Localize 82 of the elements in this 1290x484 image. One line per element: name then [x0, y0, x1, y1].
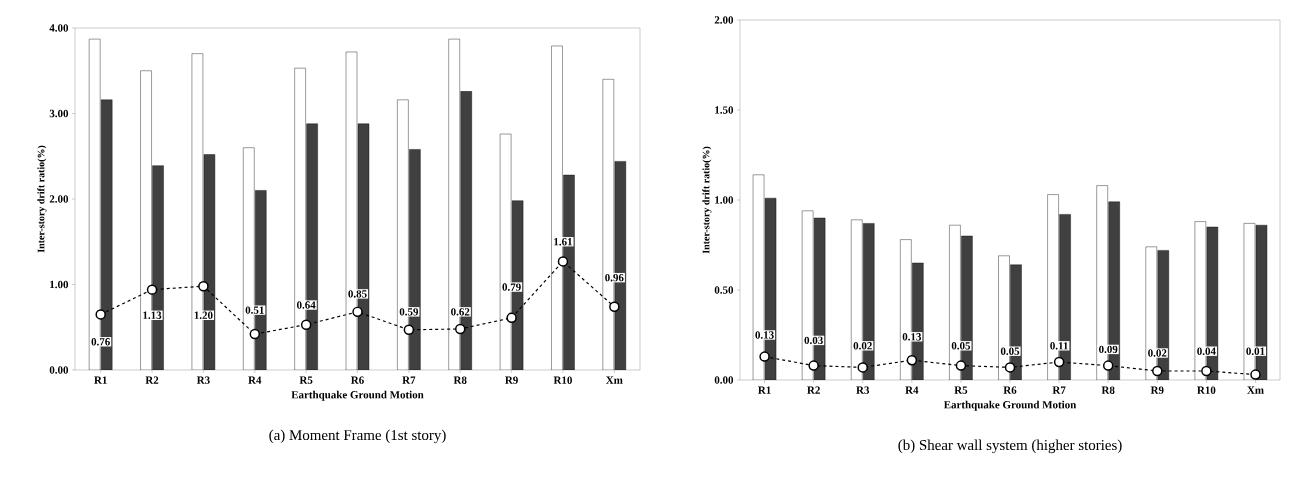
annotation: 0.76 — [91, 338, 110, 346]
y-tick-label: 1.00 — [715, 196, 734, 204]
y-tick-label: 2.00 — [714, 16, 734, 24]
annotation: 0.64 — [296, 301, 316, 309]
annotation: 0.13 — [755, 331, 774, 339]
point — [759, 351, 770, 362]
x-axis-title: Earthquake Ground Motion — [291, 390, 424, 401]
annotation: 0.11 — [1050, 342, 1068, 350]
x-tick-label: R1 — [758, 386, 771, 394]
point — [609, 301, 620, 312]
y-tick-label: 4.00 — [49, 24, 69, 32]
point — [403, 324, 415, 336]
annotation: 1.20 — [194, 311, 213, 319]
x-tick-label: R9 — [1150, 386, 1164, 394]
annotation: 0.59 — [399, 308, 419, 316]
annotation: 1.61 — [554, 238, 572, 246]
x-tick-label: R8 — [1101, 386, 1115, 394]
annotation: 0.51 — [245, 306, 264, 314]
x-tick-label: R2 — [145, 376, 159, 384]
point — [249, 328, 261, 340]
annotation: 0.13 — [902, 333, 922, 341]
annotation: 0.03 — [804, 336, 823, 345]
annotation: 0.01 — [1246, 347, 1265, 355]
y-tick-label: 1.00 — [50, 280, 69, 289]
annotation: 0.96 — [605, 273, 624, 282]
point — [1053, 356, 1065, 368]
point — [955, 360, 967, 371]
point — [455, 323, 466, 335]
x-tick-label: R7 — [1052, 386, 1066, 394]
x-tick-label: R3 — [196, 376, 210, 384]
annotation: 0.02 — [853, 342, 872, 350]
annotation: 0.04 — [1197, 347, 1216, 355]
point — [857, 362, 868, 373]
x-tick-label: R1 — [94, 376, 107, 384]
y-tick-label: 1.50 — [715, 106, 734, 114]
point — [1004, 362, 1016, 373]
x-tick-label: Xm — [1247, 386, 1264, 394]
point — [557, 256, 569, 267]
text: (a) Moment Frame (1st story) — [269, 429, 446, 444]
y-axis-title: Inter-story drift ratio(%) — [702, 146, 712, 254]
x-tick-label: R4 — [248, 376, 262, 384]
x-tick-label: R4 — [905, 386, 919, 394]
point — [300, 319, 312, 330]
annotation: 0.05 — [1000, 347, 1020, 355]
annotation: 0.62 — [451, 308, 470, 316]
x-tick-label: R10 — [553, 376, 572, 384]
point — [352, 306, 363, 318]
annotation: 0.79 — [502, 283, 521, 291]
y-tick-label: 0.00 — [49, 366, 69, 374]
y-tick-label: 0.50 — [714, 286, 734, 294]
point — [198, 280, 209, 292]
point — [1102, 360, 1114, 371]
x-tick-label: R9 — [505, 376, 518, 384]
x-tick-label: Xm — [606, 376, 623, 384]
x-tick-label: R8 — [453, 376, 467, 384]
y-tick-label: 2.00 — [49, 195, 69, 203]
x-tick-label: R2 — [807, 386, 820, 394]
x-tick-label: R6 — [1003, 386, 1017, 394]
y-axis-title: Inter-story drift ratio(%) — [37, 145, 47, 253]
annotation: 0.85 — [348, 290, 367, 298]
point — [906, 354, 918, 366]
point — [146, 284, 158, 295]
annotation: 0.02 — [1148, 349, 1167, 357]
point — [506, 312, 517, 324]
annotation: 1.13 — [143, 311, 162, 319]
x-tick-label: R5 — [954, 386, 968, 394]
x-tick-label: R3 — [856, 386, 870, 394]
y-tick-label: 3.00 — [49, 109, 69, 118]
annotation: 0.05 — [951, 342, 971, 350]
x-tick-label: R6 — [350, 376, 364, 384]
y-tick-label: 0.00 — [714, 376, 734, 384]
point — [808, 360, 819, 371]
point — [1250, 369, 1261, 380]
x-tick-label: R7 — [402, 376, 416, 384]
x-tick-label: R5 — [299, 376, 313, 384]
point — [1152, 365, 1163, 377]
annotation: 0.09 — [1099, 345, 1118, 354]
point — [95, 309, 106, 320]
x-axis-title: Earthquake Ground Motion — [943, 400, 1077, 411]
x-tick-label: R10 — [1197, 386, 1216, 394]
text: (b) Shear wall system (higher stories) — [898, 439, 1122, 454]
point — [1201, 365, 1212, 377]
